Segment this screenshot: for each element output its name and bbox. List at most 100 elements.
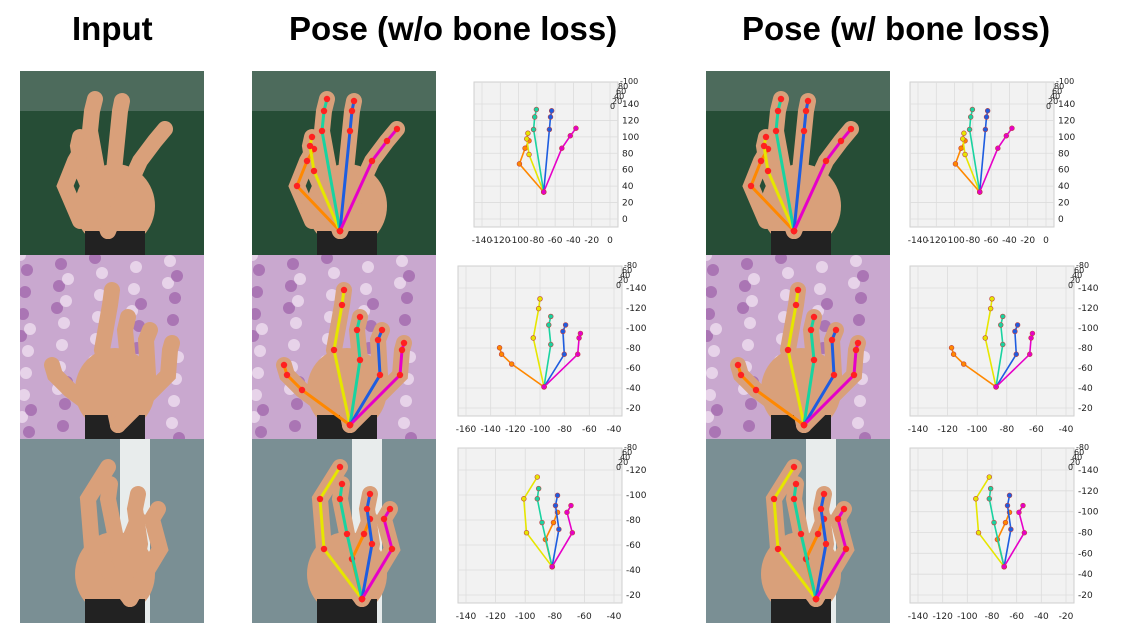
z-tick-label: 40 [1050, 92, 1060, 101]
skeleton-joint [336, 495, 344, 503]
skeleton-joint [336, 227, 344, 235]
z-tick-label: 0 [1046, 102, 1051, 111]
plot-joint [1020, 502, 1026, 509]
x-tick-label: -140 [480, 425, 501, 435]
skeleton-joint [837, 137, 845, 145]
skeleton-joint [817, 505, 825, 513]
z-tick-label: 0 [1068, 463, 1073, 472]
x-tick-label: -60 [582, 425, 597, 435]
plot-joint [984, 108, 991, 114]
y-tick-label: -20 [1078, 591, 1093, 601]
skeleton-joint [306, 142, 314, 150]
skeleton-bone [792, 128, 853, 232]
skeleton-joint [774, 545, 782, 553]
hand-skeleton-overlay [706, 255, 890, 439]
skeleton-joint [807, 326, 815, 334]
hand-skeleton-overlay [706, 71, 890, 255]
skeleton-joint [822, 157, 830, 165]
y-tick-label: 140 [622, 100, 639, 110]
skeleton-joint [810, 313, 818, 321]
skeleton-joint [790, 227, 798, 235]
skeleton-joint [784, 346, 792, 354]
plot-joint [952, 161, 959, 167]
plot-joint [547, 114, 554, 120]
z-tick-label: 60 [616, 87, 626, 96]
plot-joint [577, 330, 584, 337]
plot-joint [975, 530, 982, 536]
z-tick-label: 0 [1068, 281, 1073, 290]
skeleton-bone [786, 289, 806, 426]
skeleton-joint [320, 107, 328, 115]
y-tick-label: 120 [622, 116, 639, 126]
plot-joint [1009, 125, 1015, 131]
x-tick-label: -80 [966, 236, 981, 246]
y-tick-label: 80 [622, 149, 634, 159]
skeleton-joint [777, 95, 785, 103]
skeleton-joint [338, 480, 346, 488]
hand-skeleton-overlay [706, 439, 890, 623]
x-tick-label: -120 [926, 236, 947, 246]
hand-photo [20, 439, 204, 623]
skeleton-joint [398, 346, 406, 354]
skeleton-joint [350, 97, 358, 105]
skeleton-joint [770, 495, 778, 503]
z-tick-label: -100 [1056, 77, 1074, 86]
x-tick-label: 0 [607, 236, 613, 246]
skeleton-joint [800, 421, 808, 429]
skeleton-bone [762, 136, 796, 232]
y-tick-label: -100 [1078, 508, 1099, 518]
plot-joint [534, 496, 541, 502]
hand-photo [20, 255, 204, 439]
skeleton-joint [368, 157, 376, 165]
plot-joint [575, 351, 581, 357]
skeleton-joint [346, 421, 354, 429]
heading-input: Input [72, 10, 153, 47]
y-tick-label: -40 [1078, 384, 1093, 394]
plot-joint [496, 345, 503, 351]
plot-bone [532, 298, 545, 388]
z-tick-label: 0 [616, 281, 621, 290]
z-tick-label: -100 [620, 77, 638, 86]
skeleton-joint [346, 127, 354, 135]
plot-joint [554, 492, 561, 499]
z-tick-label: 60 [622, 266, 632, 275]
skeleton-joint [303, 157, 311, 165]
hand-skeleton-overlay [252, 255, 436, 439]
z-tick-label: 60 [622, 448, 632, 457]
plot-joint [531, 114, 538, 120]
plot-joint [534, 474, 541, 480]
x-tick-label: -120 [505, 425, 526, 435]
plot-joint [986, 496, 993, 502]
plot-joint [962, 151, 968, 158]
x-tick-label: -80 [557, 425, 572, 435]
y-tick-label: -40 [626, 384, 641, 394]
skeleton-joint [828, 336, 836, 344]
plot-joint [1008, 526, 1014, 533]
y-tick-label: 0 [1058, 215, 1064, 225]
y-tick-label: 0 [622, 215, 628, 225]
x-tick-label: -60 [548, 236, 563, 246]
y-tick-label: -20 [626, 591, 641, 601]
skeleton-bone [802, 316, 816, 426]
skeleton-joint [752, 386, 760, 394]
plot-joint [573, 125, 579, 131]
skeleton-bone [332, 289, 352, 426]
skeleton-joint [792, 480, 800, 488]
skeleton-bone [338, 483, 364, 600]
plot-bone [984, 298, 997, 388]
y-tick-label: -80 [626, 516, 641, 526]
skeleton-bone [338, 100, 356, 232]
skeleton-joint [393, 125, 401, 133]
z-tick-label: 20 [618, 458, 628, 467]
plot-joint [560, 328, 566, 335]
plot-joint [521, 496, 527, 502]
hand-photo [20, 71, 204, 255]
x-tick-label: -40 [1059, 425, 1074, 435]
skeleton-joint [330, 346, 338, 354]
skeleton-bone [802, 329, 838, 426]
3d-pose-plot: -140 -120 -100 -80 -60 -40 -20 0 0 20 40 60 80 100 120… [452, 74, 652, 249]
skeleton-joint [790, 495, 798, 503]
plot-joint [564, 509, 570, 516]
plot-joint [973, 496, 979, 502]
y-tick-label: -140 [626, 284, 647, 294]
